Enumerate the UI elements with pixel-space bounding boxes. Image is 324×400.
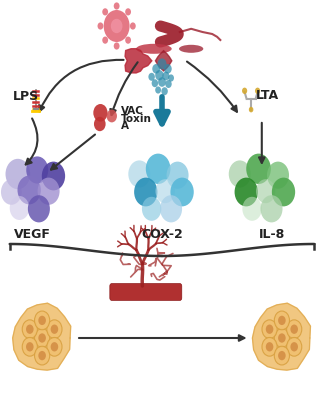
Polygon shape [156,51,172,71]
Circle shape [114,42,120,50]
Text: VEGF: VEGF [14,228,51,240]
Circle shape [290,342,298,352]
Circle shape [262,320,277,338]
Circle shape [235,178,258,206]
Circle shape [290,324,298,334]
Circle shape [51,324,58,334]
Text: IL-8: IL-8 [259,228,285,240]
Circle shape [165,80,172,88]
Polygon shape [13,303,71,370]
Circle shape [6,159,30,189]
Circle shape [35,311,50,330]
Circle shape [102,8,108,16]
Circle shape [26,342,34,352]
Circle shape [125,36,131,44]
Circle shape [278,316,286,325]
Circle shape [246,154,271,184]
Circle shape [111,19,122,33]
Circle shape [38,351,46,360]
Circle shape [38,333,46,343]
Circle shape [128,160,150,188]
Circle shape [160,195,182,222]
Circle shape [93,104,108,122]
Circle shape [164,64,172,74]
Circle shape [155,86,161,94]
Circle shape [134,178,157,206]
Text: A: A [121,121,129,131]
Circle shape [152,64,160,74]
Circle shape [287,338,302,356]
FancyBboxPatch shape [110,284,182,300]
Circle shape [107,110,117,122]
Circle shape [35,329,50,347]
Circle shape [38,316,46,325]
Circle shape [162,72,169,80]
Text: COX-2: COX-2 [141,228,183,240]
Circle shape [17,176,41,204]
Circle shape [26,324,34,334]
Circle shape [114,2,120,10]
Circle shape [38,178,60,205]
Circle shape [267,162,289,189]
Circle shape [155,70,164,80]
Circle shape [98,22,103,30]
Circle shape [1,179,22,205]
Circle shape [242,197,262,221]
Circle shape [229,160,251,188]
Ellipse shape [136,44,172,54]
Circle shape [22,320,37,338]
Circle shape [22,338,37,356]
Circle shape [42,162,65,190]
Circle shape [168,74,174,82]
Circle shape [262,338,277,356]
Ellipse shape [179,45,203,53]
Text: VAC: VAC [121,106,144,116]
Circle shape [287,320,302,338]
Circle shape [278,333,286,343]
Circle shape [266,342,273,352]
Circle shape [26,156,48,184]
Circle shape [102,36,108,44]
Circle shape [274,346,289,365]
Circle shape [255,88,260,94]
Circle shape [278,351,286,360]
Circle shape [157,58,167,70]
Polygon shape [125,49,152,73]
Text: LPS: LPS [13,90,39,102]
Circle shape [148,73,155,81]
Circle shape [260,195,283,222]
Circle shape [274,329,289,347]
Text: Toxin: Toxin [121,114,151,124]
Circle shape [94,117,106,131]
Circle shape [161,87,168,95]
Circle shape [47,320,62,338]
Circle shape [10,196,29,220]
Circle shape [146,154,170,184]
Circle shape [256,179,275,203]
Circle shape [104,10,130,42]
Text: LTA: LTA [256,89,279,102]
Circle shape [167,162,189,189]
Circle shape [142,197,161,221]
Circle shape [274,311,289,330]
Circle shape [158,77,166,87]
Circle shape [152,79,158,87]
Circle shape [249,107,253,112]
Circle shape [51,342,58,352]
Circle shape [35,346,50,365]
Circle shape [47,338,62,356]
Circle shape [266,324,273,334]
Circle shape [170,178,194,206]
Polygon shape [252,303,310,370]
Circle shape [28,195,50,222]
Circle shape [125,8,131,16]
Circle shape [272,178,295,206]
Circle shape [156,179,175,203]
Circle shape [242,88,247,94]
Circle shape [130,22,136,30]
